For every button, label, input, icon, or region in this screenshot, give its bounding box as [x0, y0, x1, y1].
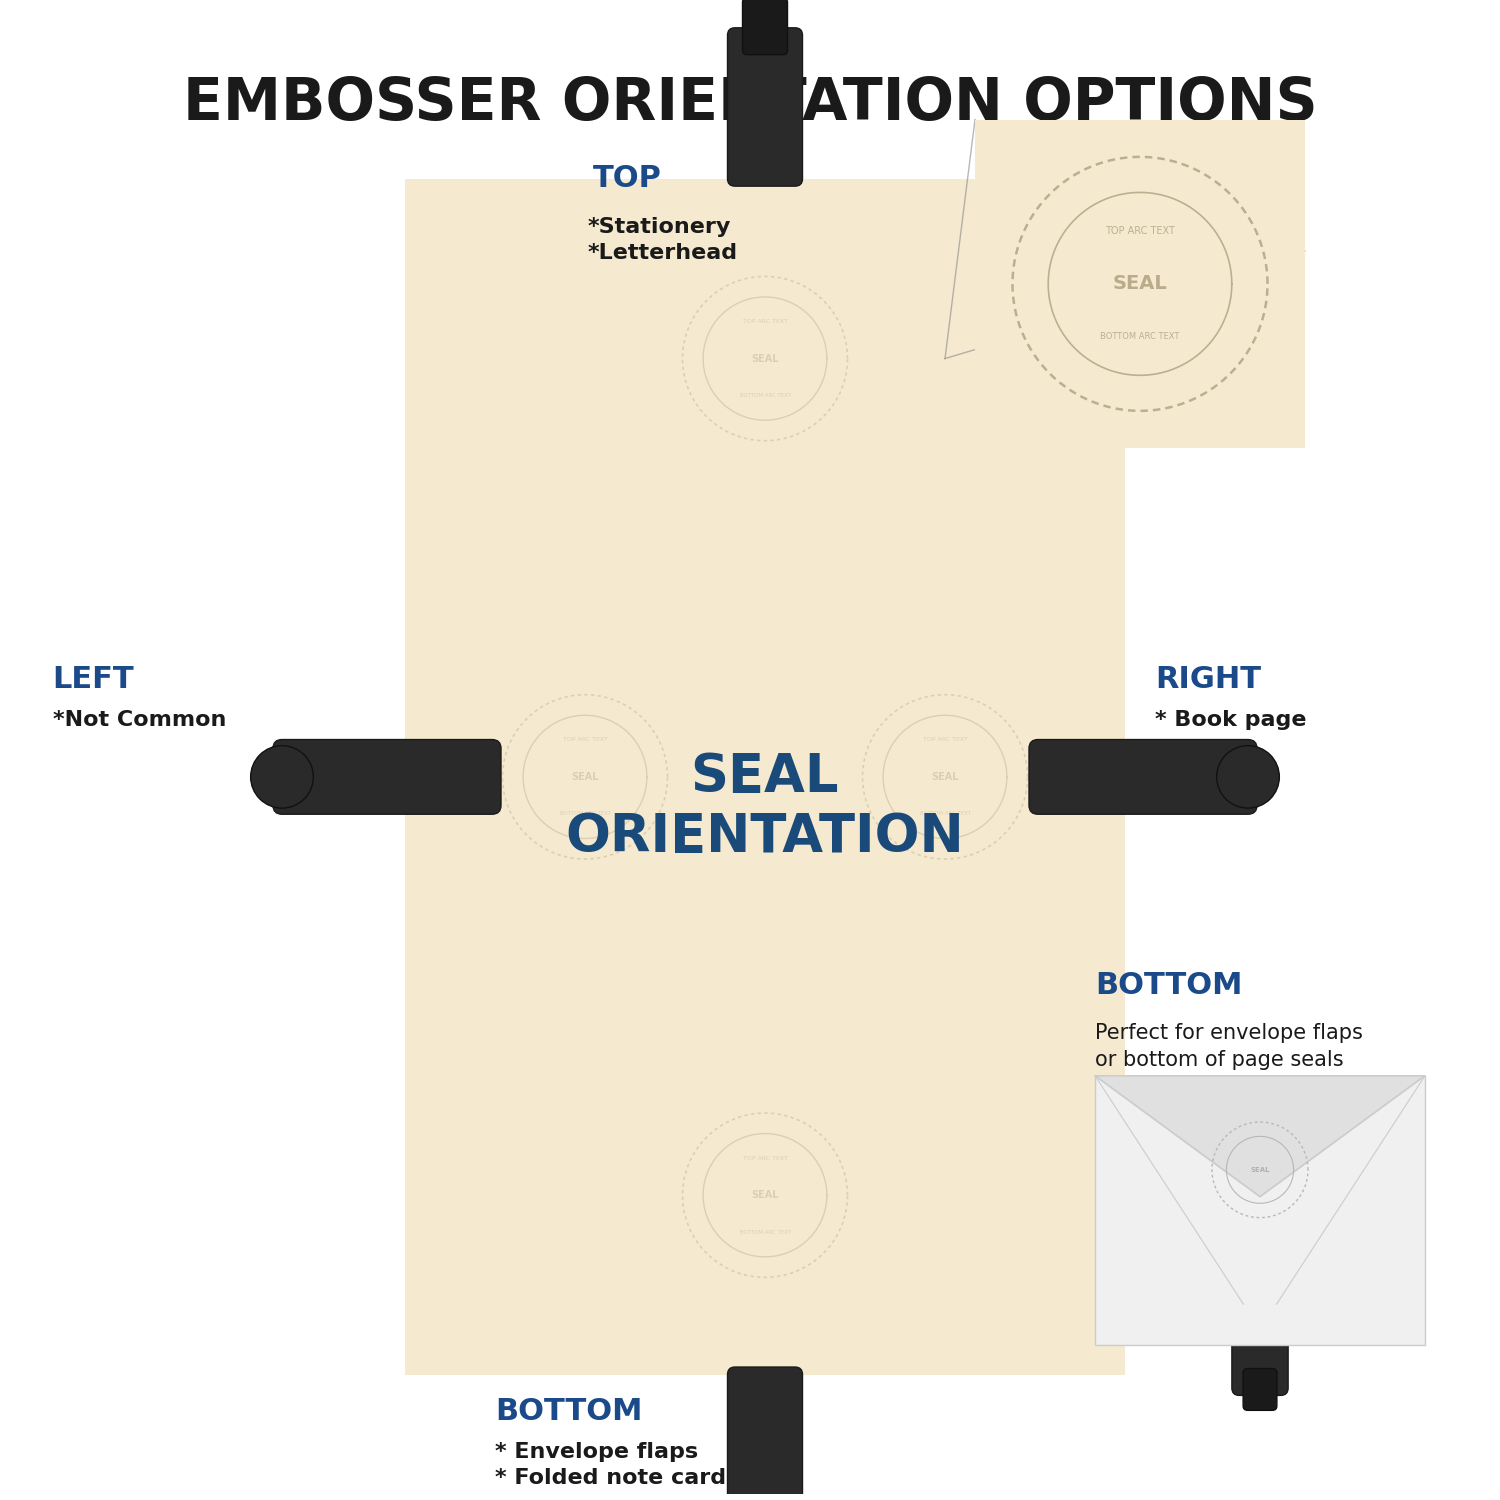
Text: BOTTOM ARC TEXT: BOTTOM ARC TEXT — [560, 812, 610, 816]
Text: SEAL: SEAL — [752, 1190, 778, 1200]
FancyBboxPatch shape — [742, 0, 788, 54]
FancyBboxPatch shape — [1232, 1282, 1288, 1395]
FancyBboxPatch shape — [728, 1366, 803, 1500]
Text: TOP ARC TEXT: TOP ARC TEXT — [742, 1155, 788, 1161]
Text: TOP ARC TEXT: TOP ARC TEXT — [1106, 226, 1174, 236]
Circle shape — [1216, 746, 1280, 808]
Text: SEAL: SEAL — [1251, 1167, 1269, 1173]
FancyBboxPatch shape — [1095, 1076, 1425, 1344]
Text: TOP ARC TEXT: TOP ARC TEXT — [922, 738, 968, 742]
Text: BOTTOM ARC TEXT: BOTTOM ARC TEXT — [920, 812, 970, 816]
FancyBboxPatch shape — [1029, 740, 1257, 815]
Text: BOTTOM: BOTTOM — [495, 1396, 642, 1426]
Polygon shape — [1095, 1076, 1425, 1197]
Text: TOP ARC TEXT: TOP ARC TEXT — [562, 738, 608, 742]
Text: BOTTOM ARC TEXT: BOTTOM ARC TEXT — [740, 1230, 790, 1234]
Text: BOTTOM ARC TEXT: BOTTOM ARC TEXT — [1101, 333, 1179, 342]
FancyBboxPatch shape — [1244, 1368, 1276, 1410]
FancyBboxPatch shape — [273, 740, 501, 815]
Text: SEAL: SEAL — [752, 354, 778, 363]
Text: BOTTOM ARC TEXT: BOTTOM ARC TEXT — [740, 393, 790, 398]
Text: BOTTOM: BOTTOM — [1095, 970, 1242, 1000]
Text: SEAL: SEAL — [572, 772, 598, 782]
Text: TOP: TOP — [592, 165, 662, 194]
Text: *Not Common: *Not Common — [53, 710, 226, 729]
Text: * Book page: * Book page — [1155, 710, 1306, 729]
Text: RIGHT: RIGHT — [1155, 664, 1262, 694]
Text: SEAL: SEAL — [932, 772, 958, 782]
Text: LEFT: LEFT — [53, 664, 134, 694]
FancyBboxPatch shape — [728, 28, 803, 186]
FancyBboxPatch shape — [405, 180, 1125, 1374]
FancyBboxPatch shape — [975, 120, 1305, 448]
Text: *Stationery
*Letterhead: *Stationery *Letterhead — [588, 216, 738, 262]
Text: EMBOSSER ORIENTATION OPTIONS: EMBOSSER ORIENTATION OPTIONS — [183, 75, 1317, 132]
Text: SEAL
ORIENTATION: SEAL ORIENTATION — [566, 750, 964, 862]
Text: SEAL: SEAL — [1113, 274, 1167, 294]
Text: * Envelope flaps
* Folded note cards: * Envelope flaps * Folded note cards — [495, 1442, 740, 1488]
Text: Perfect for envelope flaps
or bottom of page seals: Perfect for envelope flaps or bottom of … — [1095, 1023, 1364, 1070]
Circle shape — [251, 746, 314, 808]
Text: TOP ARC TEXT: TOP ARC TEXT — [742, 320, 788, 324]
